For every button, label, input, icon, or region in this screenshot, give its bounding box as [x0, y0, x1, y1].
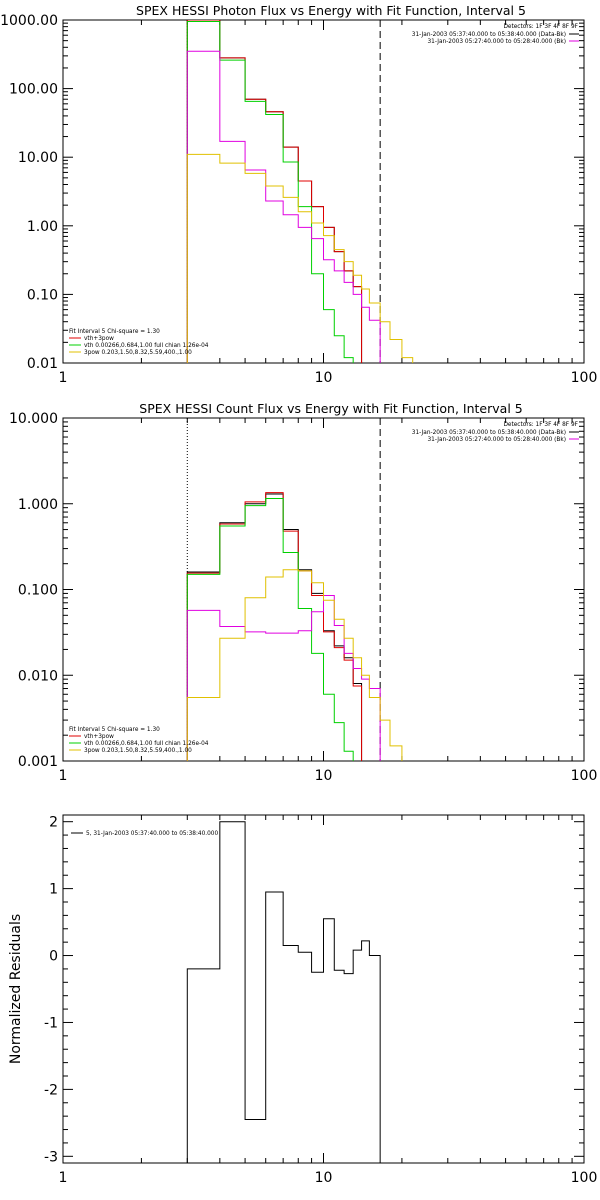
y-tick-label: -1 [44, 1015, 58, 1031]
count-flux-panel: SPEX HESSI Count Flux vs Energy with Fit… [9, 401, 598, 784]
histogram-series-4 [186, 153, 414, 363]
y-tick-label: 1.00 [27, 219, 58, 235]
fit-legend-entry: vth 0.00266,0.684,1.00 full chian 1.26e-… [84, 741, 209, 747]
fit-legend-header: Fit Interval 5 Chi-square = 1.30 [69, 727, 160, 733]
x-tick-label: 10 [315, 768, 333, 784]
x-tick-label: 1 [59, 1170, 68, 1186]
histogram-series-0 [186, 493, 363, 761]
y-tick-label: 10.000 [9, 411, 58, 427]
time-interval-label: 31-Jan-2003 05:37:40.000 to 05:38:40.000… [412, 430, 566, 436]
y-tick-label: 0.010 [18, 668, 58, 684]
y-tick-label: 2 [49, 815, 58, 831]
detectors-label: Detectors: 1F 3F 4F 8F 9F [503, 24, 578, 30]
histogram-series-0 [186, 821, 381, 1163]
histogram-series-1 [186, 492, 363, 761]
count-panel-title: SPEX HESSI Count Flux vs Energy with Fit… [139, 401, 522, 416]
x-tick-label: 10 [315, 370, 333, 386]
y-tick-label: 0.001 [18, 754, 58, 770]
residuals-y-axis-label: Normalized Residuals [8, 914, 24, 1064]
y-tick-label: 0 [49, 949, 58, 965]
y-tick-label: 0.10 [27, 287, 58, 303]
histogram-series-1 [186, 20, 363, 363]
photon-plot-frame [62, 19, 585, 364]
x-tick-label: 1 [59, 370, 68, 386]
x-tick-label: 1 [59, 768, 68, 784]
residuals-plot-frame [62, 814, 585, 1164]
histogram-series-2 [186, 21, 354, 363]
y-tick-label: 1 [49, 882, 58, 898]
histogram-series-3 [186, 595, 381, 761]
residuals-legend-label: 5, 31-Jan-2003 05:37:40.000 to 05:38:40.… [86, 831, 218, 837]
x-tick-label: 100 [571, 370, 598, 386]
time-interval-label: 31-Jan-2003 05:27:40.000 to 05:28:40.000… [427, 437, 566, 443]
fit-legend-entry: 3pow 0.203,1.50,8.32,5.59,400.,1.00 [84, 748, 192, 754]
y-tick-label: 1.000 [18, 497, 58, 513]
x-tick-label: 10 [315, 1170, 333, 1186]
detectors-label: Detectors: 1F 3F 4F 8F 9F [503, 422, 578, 428]
time-interval-label: 31-Jan-2003 05:27:40.000 to 05:28:40.000… [427, 39, 566, 45]
fit-legend-entry: 3pow 0.203,1.50,8.32,5.59,400.,1.00 [84, 350, 192, 356]
y-tick-label: 10.00 [18, 150, 58, 166]
histogram-series-0 [186, 20, 363, 363]
fit-legend-entry: vth+3pow [84, 734, 114, 740]
fit-legend-header: Fit Interval 5 Chi-square = 1.30 [69, 329, 160, 335]
histogram-series-3 [186, 50, 381, 363]
y-tick-label: 100.00 [9, 82, 58, 98]
photon-panel-title: SPEX HESSI Photon Flux vs Energy with Fi… [136, 3, 526, 18]
y-tick-label: 1000.00 [0, 13, 58, 29]
fit-legend-entry: vth 0.00266,0.684,1.00 full chian 1.26e-… [84, 343, 209, 349]
x-tick-label: 100 [571, 768, 598, 784]
histogram-series-2 [186, 498, 354, 761]
fit-legend-entry: vth+3pow [84, 336, 114, 342]
y-tick-label: -2 [44, 1082, 58, 1098]
histogram-series-4 [186, 569, 403, 761]
time-interval-label: 31-Jan-2003 05:37:40.000 to 05:38:40.000… [412, 32, 566, 38]
photon-flux-panel: SPEX HESSI Photon Flux vs Energy with Fi… [0, 3, 598, 386]
y-tick-label: -3 [44, 1149, 58, 1165]
x-tick-label: 100 [571, 1170, 598, 1186]
y-tick-label: 0.01 [27, 356, 58, 372]
y-tick-label: 0.100 [18, 583, 58, 599]
